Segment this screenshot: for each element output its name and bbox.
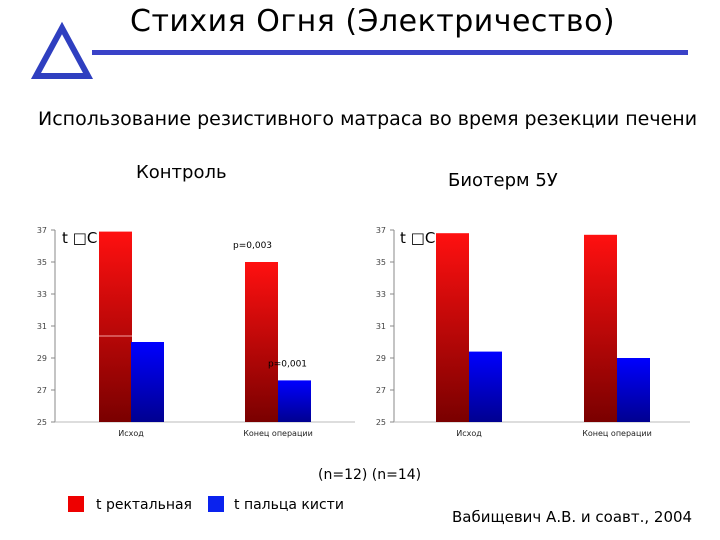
bar-finger — [131, 342, 164, 422]
category-label: Конец операции — [243, 429, 313, 438]
bar-rectal — [245, 262, 278, 422]
y-tick-label: 29 — [37, 354, 47, 363]
legend-swatch-finger — [208, 496, 224, 512]
bar-rectal — [584, 234, 617, 422]
p-value-annotation: p=0,001 — [268, 359, 307, 369]
bar-rectal — [99, 231, 132, 422]
y-tick-label: 29 — [376, 354, 386, 363]
legend-swatch-rectal — [68, 496, 84, 512]
legend-label-rectal: t ректальная — [96, 497, 192, 513]
y-tick-label: 33 — [37, 290, 47, 299]
y-tick-label: 25 — [37, 418, 47, 427]
y-tick-label: 27 — [37, 386, 47, 395]
y-tick-label: 33 — [376, 290, 386, 299]
slide-subtitle: Использование резистивного матраса во вр… — [38, 108, 698, 130]
y-tick-label: 27 — [376, 386, 386, 395]
y-tick-label: 37 — [376, 226, 386, 235]
y-axis-label: t □С — [62, 229, 97, 247]
bar-finger — [469, 351, 502, 422]
p-value-annotation: p=0,003 — [233, 241, 272, 251]
y-tick-label: 31 — [376, 322, 386, 331]
category-label: Конец операции — [582, 429, 652, 438]
y-tick-label: 37 — [37, 226, 47, 235]
category-label: Исход — [456, 429, 482, 438]
sample-size-note: (n=12) (n=14) — [318, 467, 422, 483]
citation: Вабищевич А.В. и соавт., 2004 — [452, 508, 693, 526]
bar-rectal — [436, 233, 469, 422]
y-tick-label: 25 — [376, 418, 386, 427]
y-tick-label: 35 — [376, 258, 386, 267]
page-title: Стихия Огня (Электричество) — [130, 4, 616, 39]
legend-label-finger: t пальца кисти — [234, 497, 344, 513]
chart-title-biotherm: Биотерм 5У — [448, 170, 558, 191]
title-divider — [92, 50, 688, 55]
y-tick-label: 31 — [37, 322, 47, 331]
y-tick-label: 35 — [37, 258, 47, 267]
category-label: Исход — [118, 429, 144, 438]
y-axis-label: t □С — [400, 229, 435, 247]
chart-title-control: Контроль — [136, 162, 227, 183]
bar-finger — [617, 358, 650, 422]
bar-finger — [278, 380, 311, 422]
triangle-logo-icon — [30, 21, 94, 79]
